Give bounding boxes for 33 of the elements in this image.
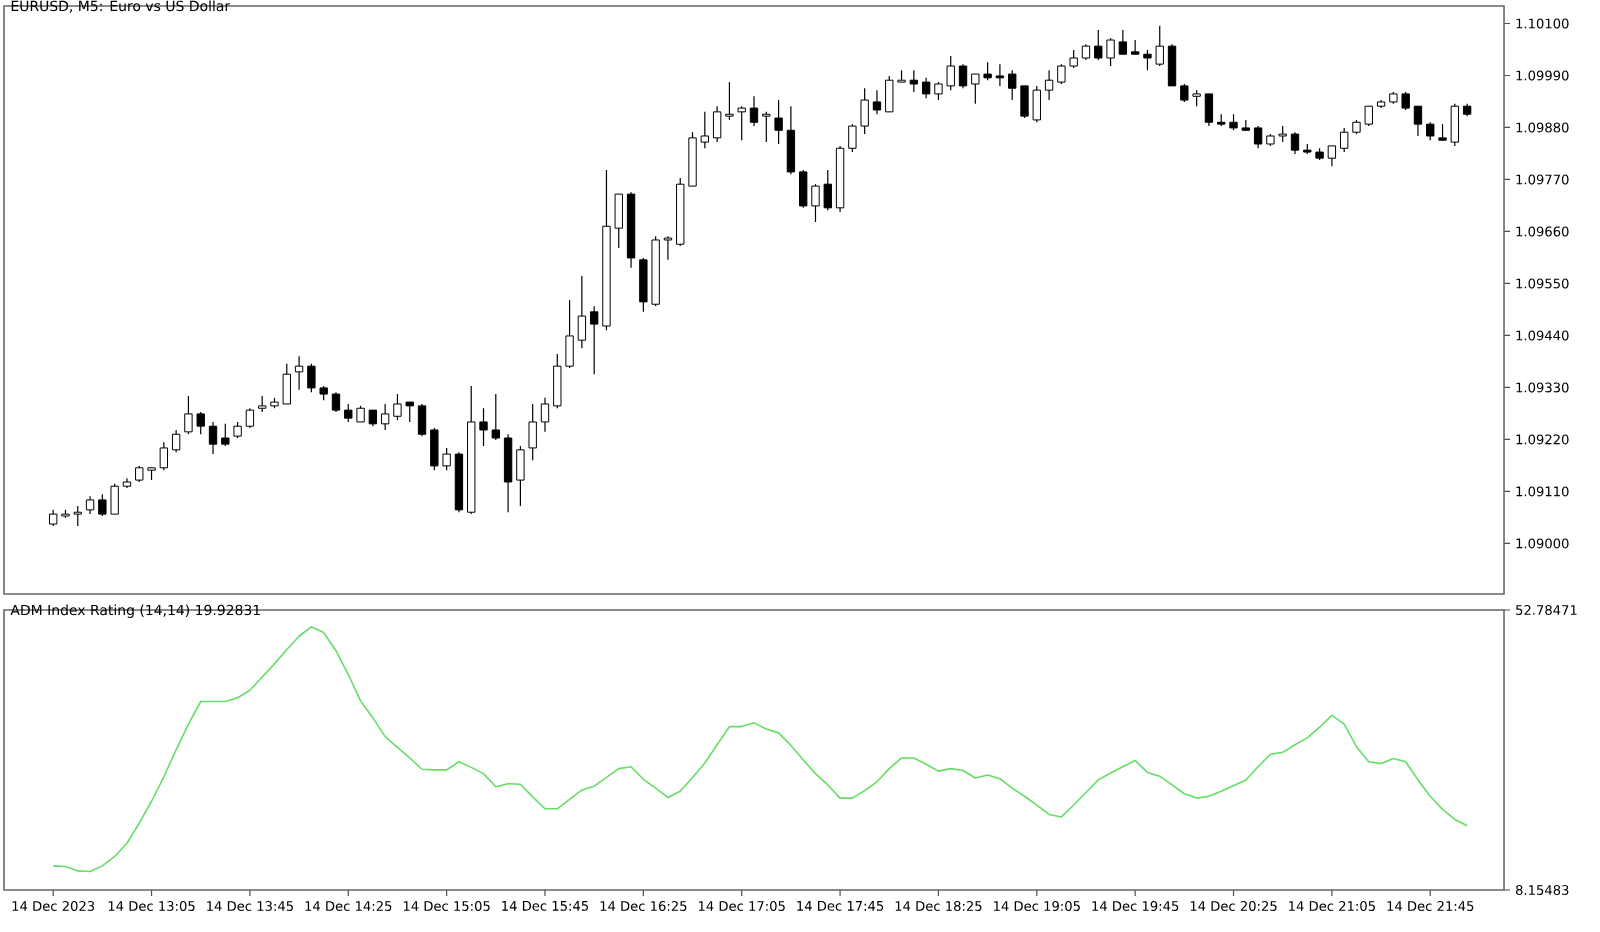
candlestick xyxy=(872,89,882,115)
candlestick xyxy=(995,63,1005,87)
candlestick xyxy=(786,105,796,175)
candlestick xyxy=(1044,69,1054,101)
candlestick xyxy=(208,421,218,455)
candlestick xyxy=(171,429,181,453)
candlestick xyxy=(528,403,537,461)
candlestick xyxy=(1327,145,1337,167)
candlestick xyxy=(663,235,673,261)
candlestick xyxy=(1253,125,1263,149)
candlestick xyxy=(921,77,931,99)
candlestick xyxy=(712,105,722,143)
candlestick xyxy=(1118,29,1128,55)
candlestick xyxy=(737,105,746,141)
candlestick xyxy=(1167,43,1177,87)
candlestick xyxy=(762,111,771,143)
candlestick xyxy=(516,445,525,507)
candlestick xyxy=(577,275,587,349)
candlestick xyxy=(417,403,427,437)
candlestick xyxy=(774,99,783,145)
candlestick xyxy=(1413,105,1423,137)
candlestick xyxy=(331,391,341,413)
candlestick xyxy=(540,397,550,433)
candlestick xyxy=(1290,131,1300,155)
candlestick xyxy=(245,407,255,429)
candlestick xyxy=(725,81,734,121)
candlestick xyxy=(380,403,390,431)
candlestick xyxy=(503,433,513,513)
candlestick xyxy=(1204,93,1214,127)
candlestick xyxy=(221,423,230,447)
candlestick xyxy=(749,95,759,127)
candlestick xyxy=(909,69,919,93)
candlestick xyxy=(958,63,968,89)
